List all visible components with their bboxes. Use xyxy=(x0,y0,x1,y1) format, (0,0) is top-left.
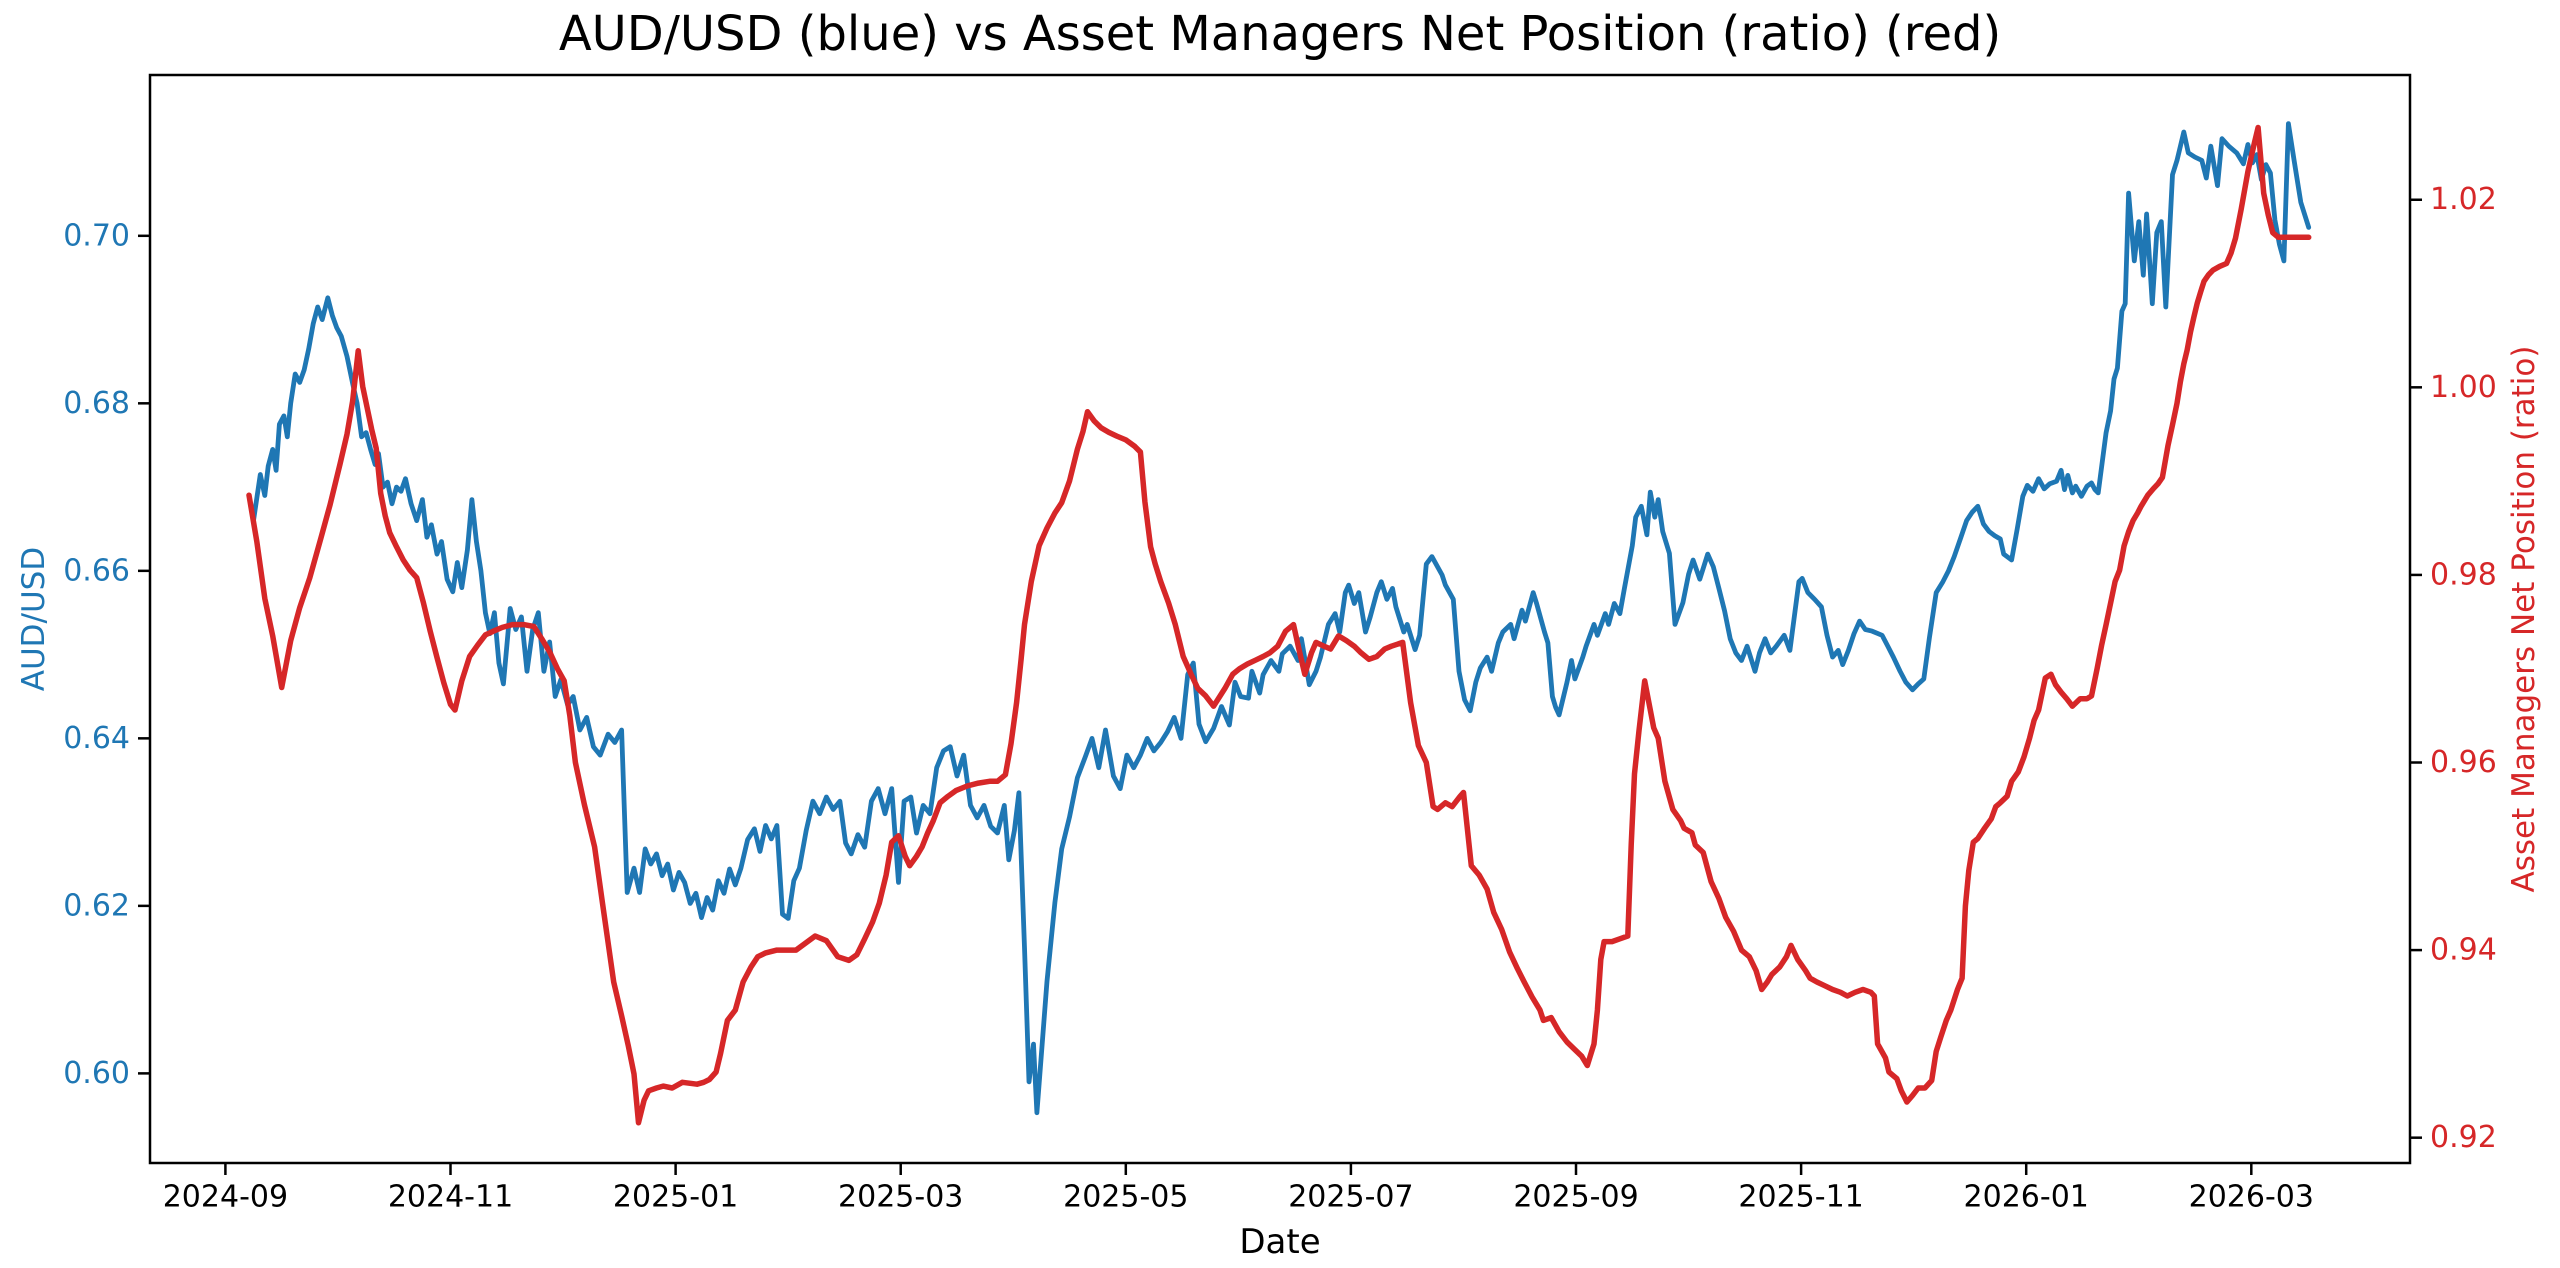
x-tick-label: 2025-03 xyxy=(838,1180,963,1215)
left-tick-label: 0.70 xyxy=(63,218,130,253)
x-axis-label: Date xyxy=(1239,1222,1321,1262)
right-tick-label: 0.94 xyxy=(2430,933,2497,968)
left-tick-label: 0.60 xyxy=(63,1056,130,1091)
x-tick-label: 2024-09 xyxy=(163,1180,288,1215)
x-tick-label: 2024-11 xyxy=(388,1180,513,1215)
left-tick-label: 0.64 xyxy=(63,721,130,756)
right-tick-label: 0.98 xyxy=(2430,557,2497,592)
right-tick-label: 0.96 xyxy=(2430,745,2497,780)
x-tick-label: 2026-03 xyxy=(2189,1180,2314,1215)
x-tick-label: 2025-11 xyxy=(1738,1180,1863,1215)
left-tick-label: 0.66 xyxy=(63,553,130,588)
x-tick-label: 2025-09 xyxy=(1513,1180,1638,1215)
right-tick-label: 1.02 xyxy=(2430,182,2497,217)
plot-border xyxy=(148,73,2412,1165)
left-tick-label: 0.68 xyxy=(63,386,130,421)
x-tick-label: 2026-01 xyxy=(1964,1180,2089,1215)
x-tick-label: 2025-07 xyxy=(1288,1180,1413,1215)
left-tick-label: 0.62 xyxy=(63,888,130,923)
series-line-aud-usd xyxy=(251,121,2312,1116)
right-tick-label: 0.92 xyxy=(2430,1120,2497,1155)
chart-title: AUD/USD (blue) vs Asset Managers Net Pos… xyxy=(558,6,2002,62)
right-tick-label: 1.00 xyxy=(2430,370,2497,405)
series-line-net-position xyxy=(246,124,2312,1126)
x-tick-label: 2025-01 xyxy=(613,1180,738,1215)
x-tick-label: 2025-05 xyxy=(1063,1180,1188,1215)
